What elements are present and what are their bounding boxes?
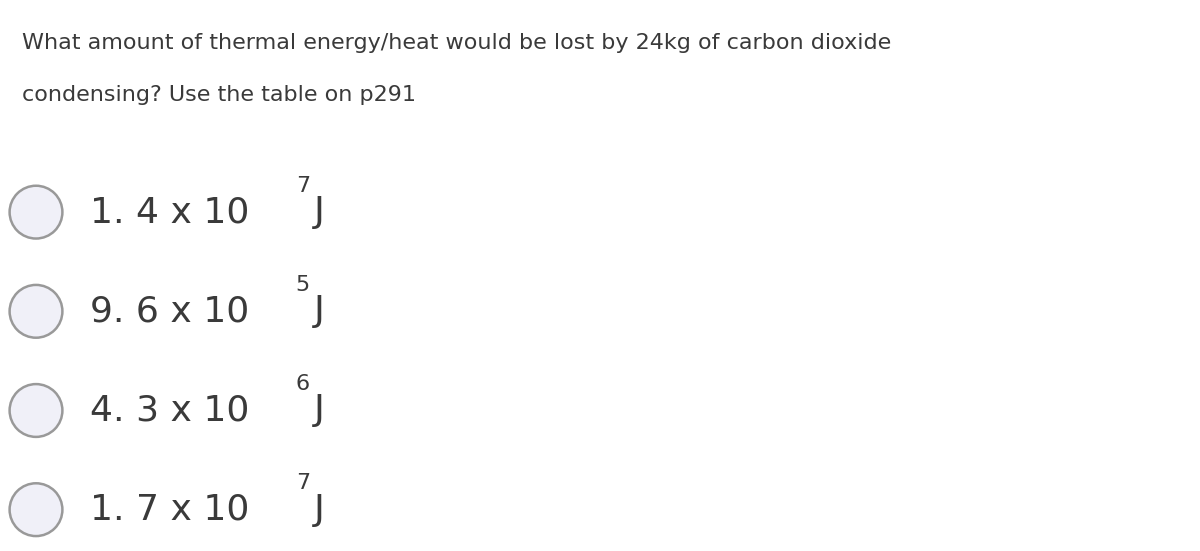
Ellipse shape bbox=[10, 384, 62, 437]
Text: 6: 6 bbox=[295, 374, 310, 394]
Text: What amount of thermal energy/heat would be lost by 24kg of carbon dioxide: What amount of thermal energy/heat would… bbox=[22, 33, 890, 53]
Ellipse shape bbox=[10, 483, 62, 536]
Text: 4. 3 x 10: 4. 3 x 10 bbox=[90, 393, 250, 428]
Text: condensing? Use the table on p291: condensing? Use the table on p291 bbox=[22, 85, 415, 105]
Text: J: J bbox=[314, 493, 325, 527]
Text: 7: 7 bbox=[295, 473, 310, 493]
Ellipse shape bbox=[10, 186, 62, 239]
Text: 5: 5 bbox=[295, 275, 310, 295]
Text: 7: 7 bbox=[295, 176, 310, 196]
Text: J: J bbox=[314, 195, 325, 229]
Text: 1. 7 x 10: 1. 7 x 10 bbox=[90, 493, 250, 527]
Ellipse shape bbox=[10, 285, 62, 338]
Text: J: J bbox=[314, 294, 325, 328]
Text: J: J bbox=[314, 393, 325, 428]
Text: 9. 6 x 10: 9. 6 x 10 bbox=[90, 294, 250, 328]
Text: 1. 4 x 10: 1. 4 x 10 bbox=[90, 195, 250, 229]
